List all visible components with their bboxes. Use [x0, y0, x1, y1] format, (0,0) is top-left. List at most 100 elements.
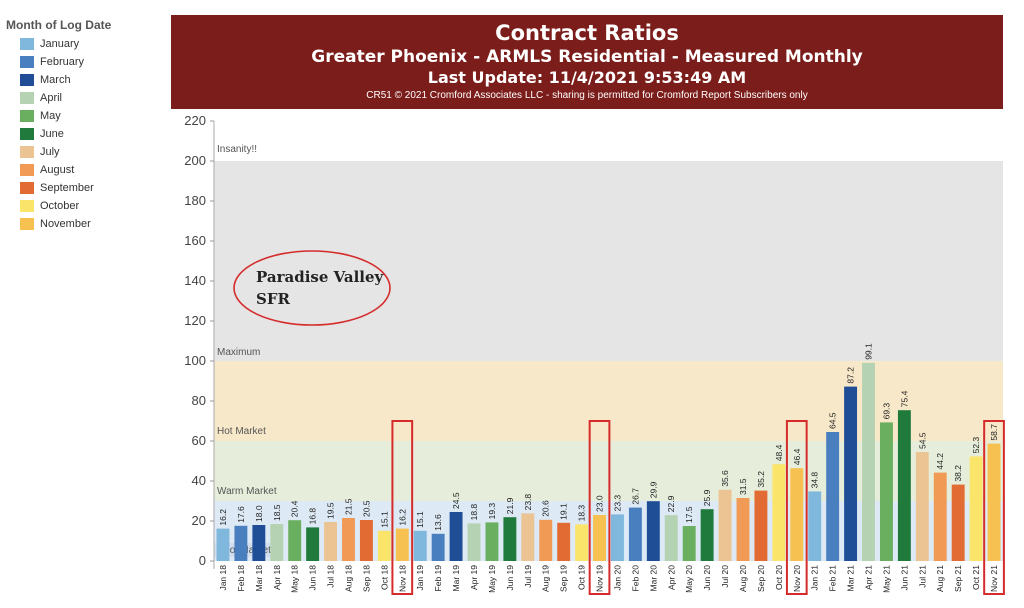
bar-value-label: 64.5 [828, 412, 838, 429]
x-tick-label: Apr 20 [666, 565, 676, 590]
bar [844, 386, 858, 561]
bar [682, 526, 696, 561]
bar [503, 517, 517, 561]
x-tick-label: May 20 [684, 565, 694, 593]
bar-value-label: 19.3 [487, 503, 497, 520]
bar [700, 509, 714, 561]
x-tick-label: Jan 20 [612, 565, 622, 591]
legend-item: February [6, 53, 156, 71]
x-tick-label: Aug 20 [738, 565, 748, 592]
legend-label: February [40, 56, 85, 68]
highlight-boxes [391, 420, 1005, 595]
bar-value-label: 48.4 [774, 444, 784, 461]
x-tick-label: Mar 19 [451, 565, 461, 592]
legend-item: July [6, 143, 156, 161]
legend-swatch [20, 92, 34, 104]
x-tick-label: Jun 19 [505, 565, 515, 591]
bar [718, 489, 732, 561]
bar-value-label: 19.1 [559, 503, 569, 520]
y-tick-label: 180 [184, 193, 206, 208]
legend-label: January [40, 38, 80, 50]
legend-label: November [40, 218, 91, 230]
x-tick-label: Jun 21 [899, 565, 909, 591]
bar [467, 523, 481, 561]
bar-value-label: 20.4 [290, 500, 300, 517]
x-tick-label: Nov 19 [595, 565, 605, 592]
legend-swatch [20, 56, 34, 68]
bar [897, 410, 911, 561]
x-tick-label: Feb 19 [433, 565, 443, 592]
bar [611, 514, 624, 561]
bar [431, 533, 445, 561]
legend-label: May [40, 110, 61, 122]
legend: Month of Log Date January February March Ap… [6, 18, 156, 233]
x-tick-label: Jan 18 [218, 565, 228, 591]
bar-value-label: 99.1 [864, 343, 874, 360]
zone-band [214, 161, 1003, 361]
x-tick-label: Feb 18 [236, 565, 246, 592]
y-tick-label: 160 [184, 233, 206, 248]
bar-value-label: 44.2 [935, 453, 945, 470]
y-axis: 0 20 40 60 80 100 120 140 160 180 200 220 [184, 113, 215, 569]
bar-value-label: 25.9 [702, 489, 712, 506]
bar-value-label: 19.5 [326, 502, 336, 519]
x-tick-label: Nov 18 [397, 565, 407, 592]
bar [413, 530, 427, 561]
x-tick-label: Jun 20 [702, 565, 712, 591]
bar [790, 468, 804, 561]
bar-value-label: 21.5 [343, 498, 353, 515]
legend-swatch [20, 146, 34, 158]
x-tick-label: Oct 21 [971, 565, 981, 590]
copyright-note: CR51 © 2021 Cromford Associates LLC - sh… [366, 90, 808, 101]
bar-value-label: 20.6 [541, 500, 551, 517]
legend-item: May [6, 107, 156, 125]
bar-value-label: 17.5 [684, 506, 694, 523]
last-update: Last Update: 11/4/2021 9:53:49 AM [427, 68, 747, 87]
bar [646, 501, 660, 561]
bar-value-label: 18.3 [577, 505, 587, 522]
legend-swatch [20, 74, 34, 86]
bar [306, 527, 320, 561]
x-tick-label: Aug 21 [935, 565, 945, 592]
x-tick-label: Sep 21 [953, 565, 963, 592]
x-tick-label: Mar 20 [648, 565, 658, 592]
bar-value-label: 26.7 [630, 488, 640, 505]
highlight-box [983, 420, 1005, 595]
bar [359, 520, 373, 561]
legend-swatch [20, 218, 34, 230]
bar-value-label: 38.2 [953, 465, 963, 482]
y-tick-label: 40 [192, 473, 206, 488]
bar [216, 528, 230, 561]
bar-value-label: 54.5 [917, 432, 927, 449]
bar-value-label: 23.0 [595, 495, 605, 512]
x-tick-label: Aug 19 [541, 565, 551, 592]
bar-value-label: 31.5 [738, 478, 748, 495]
bar [593, 515, 606, 561]
bar [270, 524, 284, 561]
bar [933, 472, 947, 561]
bar [862, 362, 875, 561]
legend-swatch [20, 164, 34, 176]
x-tick-label: Jan 19 [415, 565, 425, 591]
bar [485, 522, 499, 561]
y-tick-label: 220 [184, 113, 206, 128]
bar-value-label: 18.8 [469, 504, 479, 521]
bar-value-label: 13.6 [433, 514, 443, 531]
bar-value-label: 35.2 [756, 471, 766, 488]
bar-value-label: 15.1 [415, 511, 425, 528]
y-tick-label: 100 [184, 353, 206, 368]
bar-value-label: 24.5 [451, 492, 461, 509]
x-tick-label: Nov 20 [792, 565, 802, 592]
legend-item: January [6, 35, 156, 53]
bar [395, 528, 409, 561]
x-tick-label: Apr 19 [469, 565, 479, 590]
paradise-valley-annotation: Paradise Valley SFR [233, 250, 391, 326]
bar-value-label: 29.9 [648, 481, 658, 498]
legend-item: September [6, 179, 156, 197]
legend-item: August [6, 161, 156, 179]
legend-label: October [40, 200, 80, 212]
highlight-box [588, 420, 611, 595]
legend-item: June [6, 125, 156, 143]
x-tick-label: May 19 [487, 565, 497, 593]
